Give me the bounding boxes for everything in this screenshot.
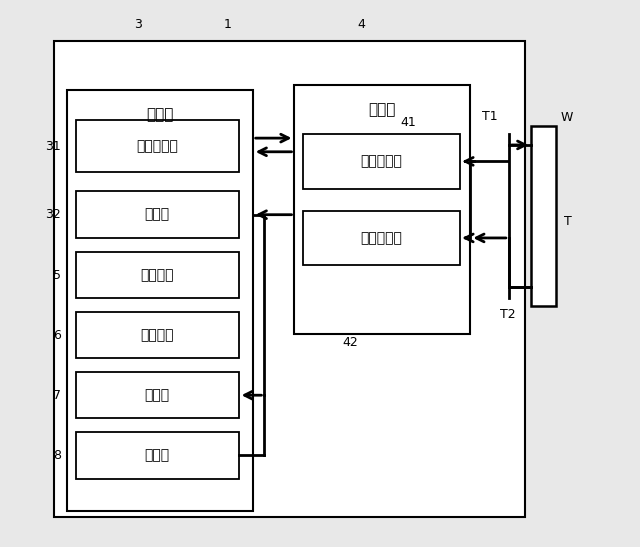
Text: 判定部: 判定部	[145, 208, 170, 222]
Text: T: T	[564, 215, 572, 228]
Bar	[76, 432, 239, 479]
Text: 信号入力部: 信号入力部	[360, 154, 402, 168]
Text: 31: 31	[45, 140, 61, 153]
Bar	[303, 134, 460, 189]
Bar	[76, 312, 239, 358]
Text: 7: 7	[52, 389, 61, 402]
Bar	[303, 211, 460, 265]
Text: 42: 42	[343, 336, 358, 350]
Text: 3: 3	[134, 18, 141, 31]
Bar	[67, 90, 253, 511]
Text: T2: T2	[500, 308, 515, 321]
Text: 1: 1	[223, 18, 231, 31]
Text: 信号出力部: 信号出力部	[360, 231, 402, 245]
Text: 検出部: 検出部	[369, 102, 396, 117]
Bar	[531, 126, 556, 306]
Bar	[54, 41, 525, 517]
Bar	[294, 85, 470, 334]
Bar	[76, 372, 239, 418]
Text: 信号生成部: 信号生成部	[136, 139, 178, 153]
Text: 吸引装置: 吸引装置	[140, 268, 174, 282]
Bar	[76, 191, 239, 238]
Bar	[76, 120, 239, 172]
Bar	[76, 252, 239, 298]
Text: T1: T1	[482, 110, 497, 123]
Text: 4: 4	[358, 18, 365, 31]
Text: W: W	[561, 111, 573, 124]
Text: 41: 41	[401, 115, 416, 129]
Text: 出力部: 出力部	[145, 388, 170, 402]
Text: 入力部: 入力部	[145, 449, 170, 462]
Text: 押圧装置: 押圧装置	[140, 328, 174, 342]
Text: 制御部: 制御部	[147, 107, 173, 123]
Text: 32: 32	[45, 208, 61, 222]
Text: 5: 5	[52, 269, 61, 282]
Text: 8: 8	[52, 449, 61, 462]
Text: 6: 6	[53, 329, 61, 342]
